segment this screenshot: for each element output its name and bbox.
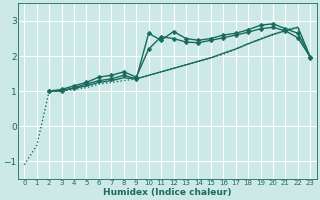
- X-axis label: Humidex (Indice chaleur): Humidex (Indice chaleur): [103, 188, 232, 197]
